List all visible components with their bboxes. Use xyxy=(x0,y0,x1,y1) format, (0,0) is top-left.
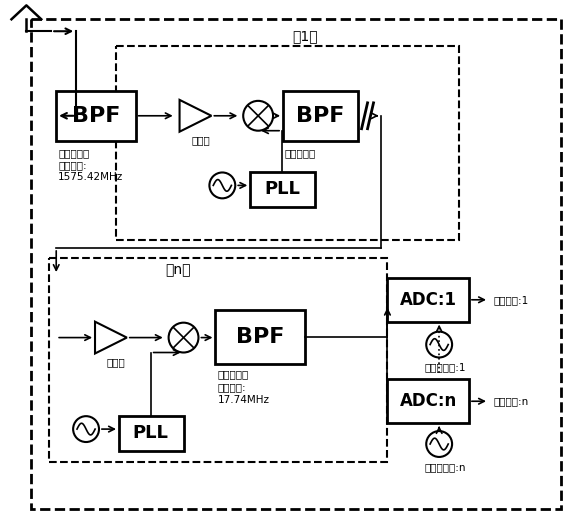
Text: BPF: BPF xyxy=(295,106,344,126)
Text: 采样信号:1: 采样信号:1 xyxy=(494,295,529,305)
Text: 放大器: 放大器 xyxy=(191,136,210,146)
Bar xyxy=(250,173,315,207)
Text: 数控振荡器:1: 数控振荡器:1 xyxy=(424,362,466,372)
Text: 第1级: 第1级 xyxy=(292,29,318,43)
Text: PLL: PLL xyxy=(264,180,300,198)
Text: 带通滤波器: 带通滤波器 xyxy=(218,369,249,380)
Bar xyxy=(49,258,387,462)
Bar xyxy=(215,310,305,365)
Bar xyxy=(283,91,358,140)
Text: ADC:1: ADC:1 xyxy=(400,291,457,309)
Text: 带通滤波器: 带通滤波器 xyxy=(58,149,90,159)
Bar xyxy=(119,416,183,451)
Text: 第n级: 第n级 xyxy=(165,263,190,277)
Bar xyxy=(387,380,469,423)
Bar xyxy=(387,278,469,322)
Text: 带通滤波器: 带通滤波器 xyxy=(285,149,316,159)
Text: 1575.42MHz: 1575.42MHz xyxy=(58,173,123,183)
Bar xyxy=(56,91,136,140)
Text: BPF: BPF xyxy=(236,327,285,347)
Text: 数控振荡器:n: 数控振荡器:n xyxy=(424,462,466,472)
Bar xyxy=(116,46,459,240)
Text: 中心频率:: 中心频率: xyxy=(218,382,246,393)
Text: ADC:n: ADC:n xyxy=(400,392,457,410)
Text: 放大器: 放大器 xyxy=(107,357,126,368)
Text: 中心频率:: 中心频率: xyxy=(58,161,87,171)
Text: BPF: BPF xyxy=(72,106,120,126)
Text: 采样信号:n: 采样信号:n xyxy=(494,396,529,406)
Text: 17.74MHz: 17.74MHz xyxy=(218,395,269,405)
Text: PLL: PLL xyxy=(133,424,169,442)
